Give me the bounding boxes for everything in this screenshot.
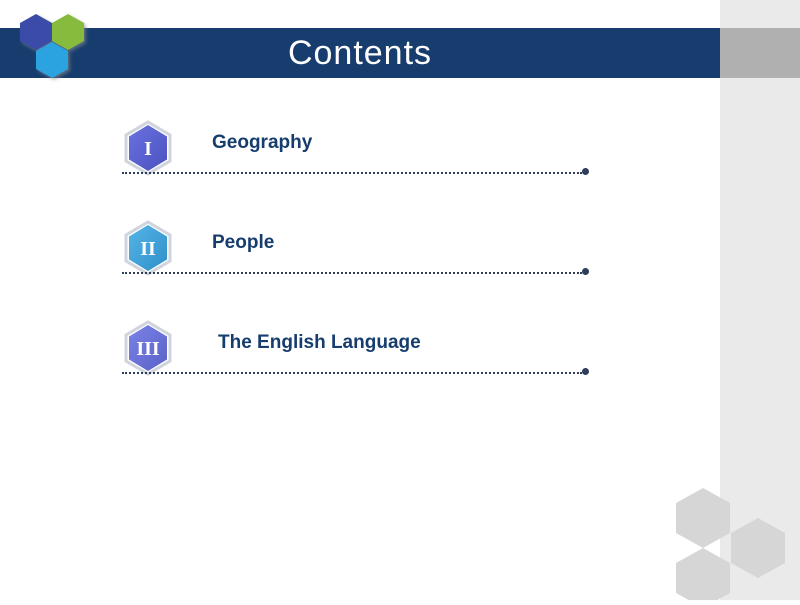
page-title: Contents (288, 34, 432, 73)
toc-label-english: The English Language (218, 332, 421, 354)
title-bar-extension (720, 28, 800, 78)
dot-end (582, 268, 589, 275)
hex-badge-2: II (120, 220, 176, 276)
dotted-line (122, 272, 582, 274)
title-bar: Contents (0, 28, 720, 78)
toc-item-people: II People (120, 220, 640, 320)
decorative-hex-cluster (658, 480, 778, 590)
toc-label-people: People (212, 232, 274, 254)
numeral-3: III (136, 338, 160, 360)
toc-list: I Geography II People (120, 120, 640, 420)
dot-end (582, 368, 589, 375)
hex-badge-1: I (120, 120, 176, 176)
toc-item-english: III The English Language (120, 320, 640, 420)
dotted-line (122, 372, 582, 374)
logo-hex-cluster (6, 10, 96, 90)
toc-item-geography: I Geography (120, 120, 640, 220)
numeral-1: I (144, 138, 152, 160)
hex-badge-3: III (120, 320, 176, 376)
numeral-2: II (140, 238, 156, 260)
dotted-line (122, 172, 582, 174)
dot-end (582, 168, 589, 175)
toc-label-geography: Geography (212, 132, 312, 154)
